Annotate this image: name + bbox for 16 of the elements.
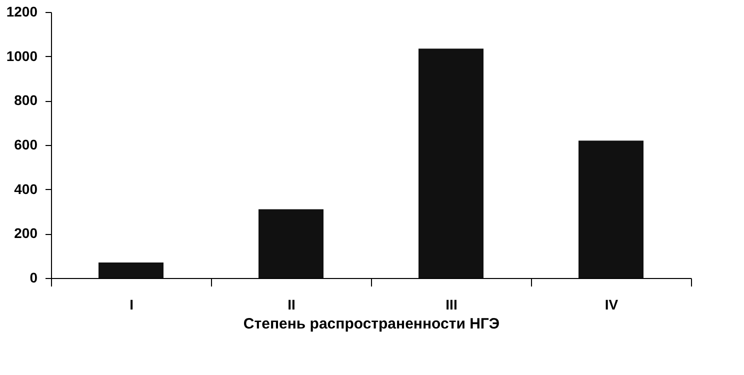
x-tick-label: III	[446, 296, 458, 312]
bar	[98, 262, 164, 278]
y-tick-label: 400	[14, 180, 38, 197]
x-tick-label: II	[288, 296, 296, 312]
y-tick-label: 200	[14, 225, 38, 242]
x-tick-label: I	[130, 296, 134, 312]
bar	[578, 140, 644, 278]
bar	[258, 209, 324, 278]
x-tick-label: IV	[604, 296, 619, 312]
y-tick-label: 800	[14, 92, 38, 108]
x-axis-title: Степень распространенности НГЭ	[243, 316, 500, 332]
y-tick-label: 0	[30, 270, 38, 286]
bar	[418, 48, 484, 278]
y-tick-label: 1200	[6, 4, 38, 20]
y-tick-label: 1000	[6, 48, 38, 64]
y-tick-label: 600	[14, 136, 38, 152]
